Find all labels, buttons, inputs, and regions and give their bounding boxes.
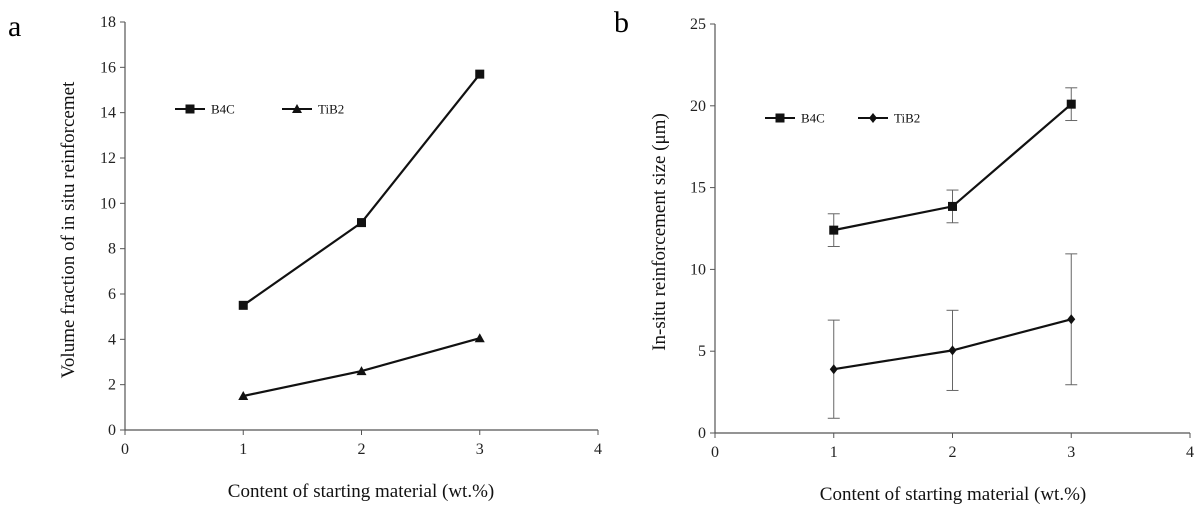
chart-b-y-tick-label: 5 <box>698 343 706 360</box>
chart-a-b4c-line <box>242 73 481 307</box>
chart-a-y-tick-label: 14 <box>100 105 116 122</box>
chart-a-y-tick-label: 12 <box>100 150 116 167</box>
chart-b-y-tick-label: 10 <box>690 261 706 278</box>
chart-a-y-axis-title: Volume fraction of in situ reinforcemet <box>58 81 79 378</box>
chart-b-y-tick-label: 0 <box>698 425 706 442</box>
chart-a-b4c-point <box>357 218 366 228</box>
chart-a-y-tick-label: 18 <box>100 14 116 31</box>
chart-b-legend: B4C TiB2 <box>765 111 920 126</box>
chart-a-y-tick-label: 8 <box>108 241 116 258</box>
chart-a-legend-tib2-marker <box>292 104 302 113</box>
chart-b-tib2-point <box>948 345 957 356</box>
chart-b-y-axis-title: In-situ reinforcement size (μm) <box>649 113 670 351</box>
chart-a-x-tick-label: 1 <box>239 441 247 458</box>
chart-b-y-tick-label: 25 <box>690 16 706 33</box>
chart-a-x-tick-label: 3 <box>476 441 484 458</box>
chart-a-b4c-point <box>238 300 248 310</box>
chart-a-y-tick-label: 6 <box>108 286 116 303</box>
chart-b-legend-tib2-marker <box>869 113 877 123</box>
chart-b: 0 5 10 15 20 25 0 1 2 3 4 B4C TiB2 Content of start… <box>649 16 1194 505</box>
chart-a-series <box>238 69 485 400</box>
chart-b-legend-b4c-label: B4C <box>801 111 825 126</box>
chart-a-b4c-point <box>475 69 485 79</box>
chart-a-x-tick-label: 2 <box>358 441 366 458</box>
chart-b-x-tick-label: 4 <box>1186 444 1194 461</box>
chart-b-legend-b4c-marker <box>775 113 785 123</box>
chart-b-y-tick-label: 20 <box>690 98 706 115</box>
chart-b-series <box>827 87 1078 419</box>
chart-a-y-tick-label: 0 <box>108 422 116 439</box>
chart-a-x-tick-label: 4 <box>594 441 602 458</box>
panel-letter-a: a <box>8 10 21 43</box>
chart-a-x-tick-label: 0 <box>121 441 129 458</box>
chart-a-y-tick-label: 10 <box>100 195 116 212</box>
chart-b-b4c-point <box>948 201 957 211</box>
chart-b-x-tick-label: 1 <box>830 444 838 461</box>
chart-b-tib2-point <box>1067 314 1076 325</box>
chart-b-x-axis-title: Content of starting material (wt.%) <box>820 484 1086 505</box>
chart-a-legend-tib2-label: TiB2 <box>318 102 344 117</box>
chart-b-tib2-point <box>829 364 838 375</box>
chart-a-legend-b4c-label: B4C <box>211 102 235 117</box>
chart-a-x-axis-title: Content of starting material (wt.%) <box>228 481 494 502</box>
chart-b-y-tick-label: 15 <box>690 180 706 197</box>
chart-b-legend-tib2-label: TiB2 <box>894 111 920 126</box>
panel-letter-b: b <box>614 6 629 39</box>
chart-b-x-tick-label: 0 <box>711 444 719 461</box>
chart-b-ticks: 0 5 10 15 20 25 0 1 2 3 4 <box>690 16 1194 461</box>
chart-a-legend: B4C TiB2 <box>175 102 344 117</box>
chart-a-y-tick-label: 4 <box>108 331 116 348</box>
chart-a-y-tick-label: 16 <box>100 59 116 76</box>
chart-a-legend-b4c-marker <box>185 104 195 114</box>
chart-b-b4c-point <box>829 225 839 235</box>
chart-b-b4c-point <box>1066 99 1076 109</box>
chart-a-tib2-point <box>356 366 367 376</box>
chart-a-y-tick-label: 2 <box>108 377 116 394</box>
chart-b-x-tick-label: 2 <box>949 444 957 461</box>
chart-a-tib2-point <box>474 333 485 343</box>
chart-a-tib2-point <box>238 391 249 400</box>
chart-b-x-tick-label: 3 <box>1067 444 1075 461</box>
